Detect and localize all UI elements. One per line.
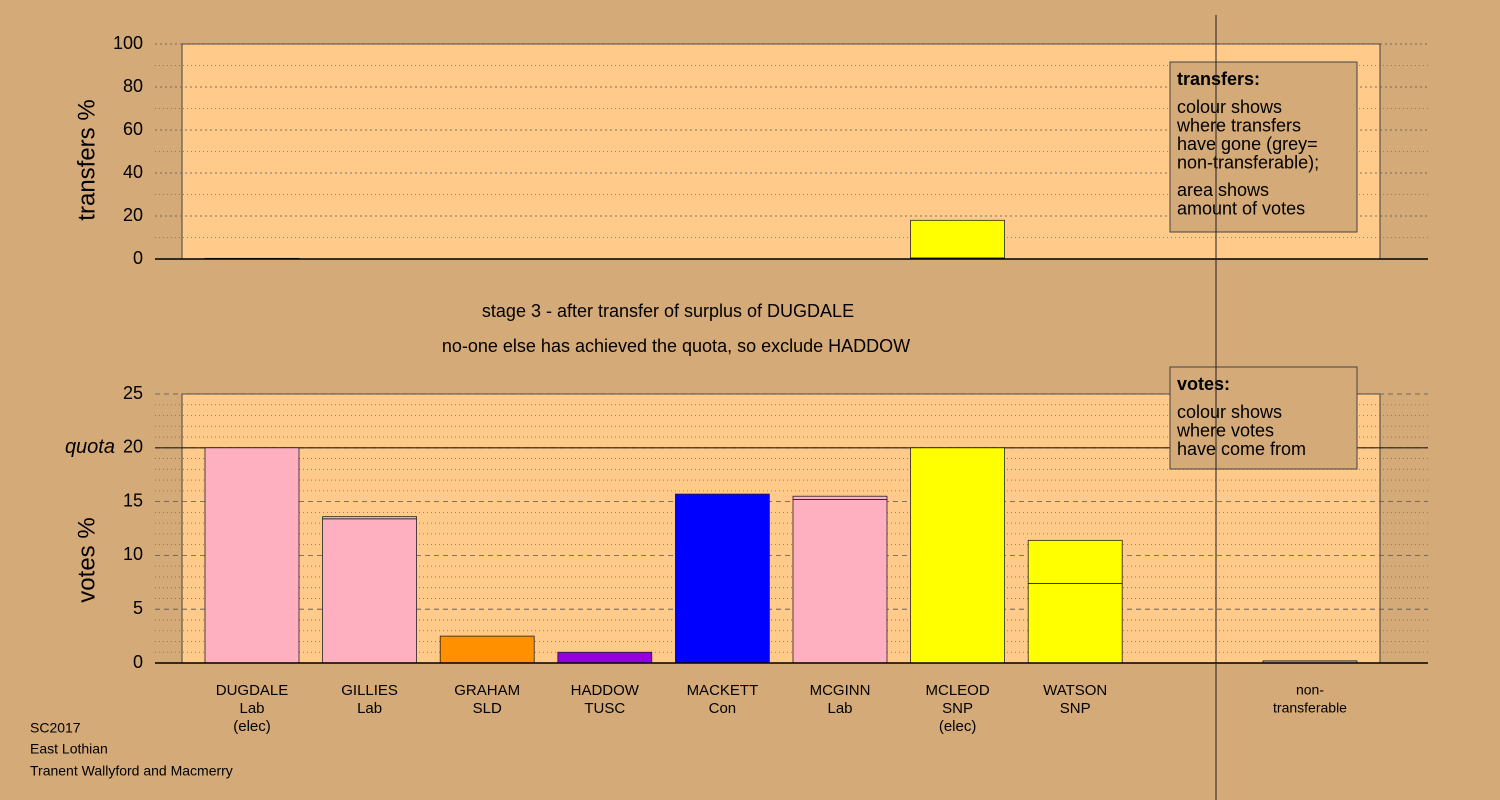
bar-segment xyxy=(204,447,300,664)
y-tick-label: 25 xyxy=(123,383,143,403)
x-tick-label: GRAHAM xyxy=(454,682,520,699)
x-tick-label: Lab xyxy=(827,700,852,717)
bar-segment xyxy=(792,499,888,664)
x-tick-label: SLD xyxy=(473,700,502,717)
bar-segment xyxy=(439,635,535,664)
quota-label: quota xyxy=(65,436,115,458)
legend-text: where votes xyxy=(1176,420,1274,440)
x-tick-label: Con xyxy=(709,700,737,717)
y-tick-label: 15 xyxy=(123,490,143,510)
y-tick-label: 10 xyxy=(123,544,143,564)
legend-text: non-transferable); xyxy=(1177,152,1319,172)
x-tick-label: Lab xyxy=(239,700,264,717)
x-tick-label: DUGDALE xyxy=(216,682,289,699)
x-tick-label: transferable xyxy=(1273,700,1347,716)
y-tick-label: 80 xyxy=(123,76,143,96)
x-tick-label: MCLEOD xyxy=(926,682,990,699)
bar-segment xyxy=(1027,539,1123,584)
x-tick-label: WATSON xyxy=(1043,682,1107,699)
legend-text: area shows xyxy=(1177,180,1269,200)
y-tick-label: 0 xyxy=(133,248,143,268)
legend-box xyxy=(1169,366,1358,470)
x-tick-label: TUSC xyxy=(584,700,625,717)
legend-title: votes: xyxy=(1177,374,1230,394)
x-tick-label: MACKETT xyxy=(687,682,759,699)
footer-line: SC2017 xyxy=(30,720,81,736)
footer-line: East Lothian xyxy=(30,741,108,757)
legend-text: have come from xyxy=(1177,439,1306,459)
stage-line: stage 3 - after transfer of surplus of D… xyxy=(482,301,854,321)
legend-box xyxy=(1169,61,1358,233)
bar-segment xyxy=(675,493,770,664)
bar-segment xyxy=(1027,582,1123,664)
y-tick-label: 0 xyxy=(133,652,143,672)
stage-line: no-one else has achieved the quota, so e… xyxy=(442,336,910,356)
legend-title: transfers: xyxy=(1177,69,1260,89)
bar-segment xyxy=(322,518,418,664)
bar-segment xyxy=(322,516,418,520)
bar-segment xyxy=(910,447,1005,664)
y-axis-label: votes % xyxy=(73,517,100,602)
legend-text: where transfers xyxy=(1176,115,1301,135)
legend-text: have gone (grey= xyxy=(1177,134,1318,154)
x-tick-label: (elec) xyxy=(939,718,977,735)
x-tick-label: GILLIES xyxy=(341,682,398,699)
y-tick-label: 60 xyxy=(123,119,143,139)
legend-text: amount of votes xyxy=(1177,198,1305,218)
x-tick-label: HADDOW xyxy=(571,682,640,699)
x-tick-label: SNP xyxy=(942,700,973,717)
bar-segment xyxy=(792,495,888,500)
legend-text: colour shows xyxy=(1177,402,1282,422)
y-tick-label: 20 xyxy=(123,205,143,225)
y-axis-label: transfers % xyxy=(73,99,100,220)
footer-line: Tranent Wallyford and Macmerry xyxy=(30,763,233,779)
y-tick-label: 100 xyxy=(113,33,143,53)
y-tick-label: 20 xyxy=(123,437,143,457)
bar-segment xyxy=(557,651,653,664)
legend-text: colour shows xyxy=(1177,97,1282,117)
x-tick-label: SNP xyxy=(1060,700,1091,717)
bar-segment xyxy=(910,219,1005,259)
y-tick-label: 5 xyxy=(133,598,143,618)
x-tick-label: (elec) xyxy=(233,718,271,735)
x-tick-label: non- xyxy=(1296,682,1324,698)
y-tick-label: 40 xyxy=(123,162,143,182)
x-tick-label: Lab xyxy=(357,700,382,717)
x-tick-label: MCGINN xyxy=(810,682,871,699)
